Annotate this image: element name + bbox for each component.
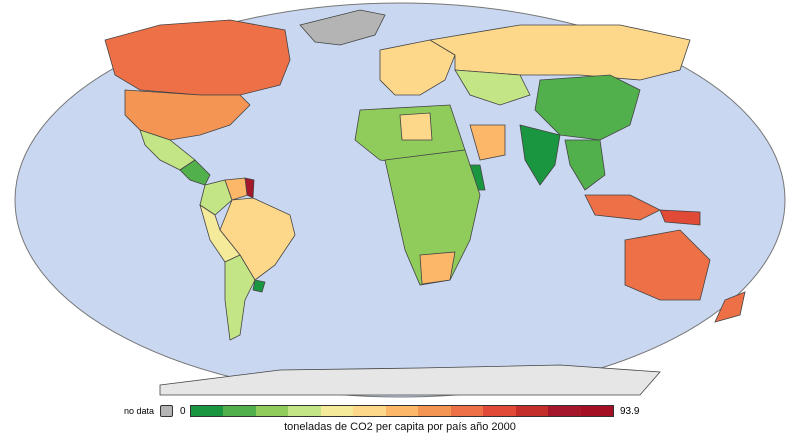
legend-no-data-label: no data bbox=[124, 406, 155, 416]
legend-scale-segment bbox=[223, 406, 256, 416]
region-central-america bbox=[179, 159, 211, 186]
legend-scale-segment bbox=[418, 406, 451, 416]
legend-scale-segment bbox=[191, 406, 224, 416]
region-colombia bbox=[199, 179, 233, 216]
region-antarctica bbox=[159, 364, 661, 396]
region-papua bbox=[659, 209, 701, 226]
region-australia bbox=[624, 229, 711, 301]
legend-caption: toneladas de CO2 per capita por país año… bbox=[284, 421, 516, 433]
region-united-states bbox=[124, 89, 251, 141]
region-argentina bbox=[224, 254, 256, 341]
region-new-zealand bbox=[714, 291, 746, 323]
region-southeast-asia bbox=[564, 139, 606, 191]
region-canada bbox=[104, 19, 291, 96]
region-russia bbox=[428, 24, 691, 81]
legend-no-data-swatch bbox=[160, 405, 173, 417]
region-south-africa bbox=[419, 251, 456, 285]
legend-max-label: 93.9 bbox=[620, 406, 640, 417]
legend-scale-segment bbox=[255, 406, 289, 416]
legend-color-scale bbox=[190, 405, 614, 417]
legend-scale-segment bbox=[483, 406, 516, 416]
legend-min-label: 0 bbox=[180, 406, 186, 417]
region-china bbox=[534, 74, 641, 141]
region-libya bbox=[399, 112, 433, 141]
region-india bbox=[519, 124, 561, 186]
legend-scale-segment bbox=[515, 406, 549, 416]
region-greenland bbox=[299, 9, 386, 46]
legend-scale-segment bbox=[320, 406, 354, 416]
region-saudi-arabia bbox=[469, 124, 506, 161]
world-choropleth-map bbox=[14, 2, 786, 398]
legend-scale-segment bbox=[580, 406, 614, 416]
legend-scale-segment bbox=[385, 406, 419, 416]
legend-scale-segment bbox=[288, 406, 321, 416]
region-uruguay bbox=[252, 279, 266, 293]
legend-scale-segment bbox=[353, 406, 386, 416]
region-indonesia bbox=[584, 194, 661, 221]
legend-scale-segment bbox=[548, 406, 581, 416]
region-central-asia bbox=[454, 69, 531, 106]
legend-scale-segment bbox=[450, 406, 484, 416]
